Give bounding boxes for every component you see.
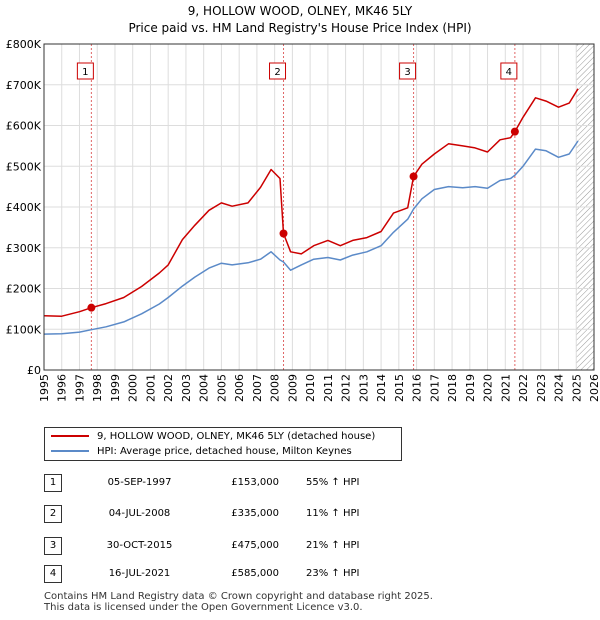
x-tick-label: 2010	[304, 374, 317, 402]
x-tick-label: 2003	[180, 374, 193, 402]
y-tick-label: £800K	[6, 38, 42, 51]
x-tick-label: 2008	[269, 374, 282, 402]
sale-marker-badge: 2	[44, 505, 62, 523]
x-tick-label: 2024	[553, 374, 566, 402]
x-tick-label: 2011	[322, 374, 335, 402]
sale-callout-box	[269, 62, 287, 80]
x-tick-label: 1999	[109, 374, 122, 402]
sale-date: 16-JUL-2021	[108, 568, 171, 579]
sale-marker-badge: 3	[44, 537, 62, 555]
sale-hpi-change: 55% ↑ HPI	[306, 477, 360, 488]
x-tick-label: 2022	[517, 374, 530, 402]
x-tick-label: 2009	[286, 374, 299, 402]
y-tick-label: £600K	[6, 120, 42, 133]
x-tick-label: 2016	[411, 374, 424, 402]
x-tick-label: 2021	[499, 374, 512, 402]
x-tick-label: 2026	[588, 374, 600, 402]
y-tick-label: £100K	[6, 323, 42, 336]
sale-callout-label: 2	[274, 67, 280, 78]
sale-date: 30-OCT-2015	[106, 540, 173, 551]
legend: 9, HOLLOW WOOD, OLNEY, MK46 5LY (detache…	[44, 427, 402, 461]
footer-licence: This data is licensed under the Open Gov…	[44, 602, 363, 613]
sale-hpi-change: 23% ↑ HPI	[306, 568, 360, 579]
x-tick-label: 2017	[428, 374, 441, 402]
sale-callout-box	[399, 62, 417, 80]
y-tick-label: £500K	[6, 160, 42, 173]
sale-price: £153,000	[231, 477, 279, 488]
sale-point	[510, 127, 519, 136]
sale-marker-badge: 1	[44, 474, 62, 492]
hpi-line	[43, 140, 579, 335]
price-chart: £0 £100K £200K £300K £400K £500K £600K £700K £80…	[6, 38, 600, 402]
x-tick-label: 2002	[162, 374, 175, 402]
sale-point	[279, 229, 288, 238]
sale-callout-box	[76, 62, 94, 80]
sale-callout-label: 4	[506, 67, 512, 78]
y-tick-label: £700K	[6, 79, 42, 92]
sale-price: £475,000	[231, 540, 279, 551]
sale-date: 05-SEP-1997	[107, 477, 172, 488]
sale-point	[409, 172, 418, 181]
x-tick-label: 2018	[446, 374, 459, 402]
legend-swatch-property	[51, 435, 89, 437]
x-tick-label: 1998	[91, 374, 104, 402]
footer-copyright: Contains HM Land Registry data © Crown c…	[44, 591, 433, 602]
y-tick-label: £300K	[6, 242, 42, 255]
x-tick-label: 2012	[340, 374, 353, 402]
chart-subtitle: Price paid vs. HM Land Registry's House …	[128, 21, 472, 35]
plot-border	[43, 43, 595, 371]
x-tick-label: 2020	[482, 374, 495, 402]
sale-date: 04-JUL-2008	[108, 508, 171, 519]
x-tick-label: 1997	[73, 374, 86, 402]
legend-swatch-hpi	[51, 450, 89, 452]
y-tick-label: £200K	[6, 283, 42, 296]
legend-item-hpi: HPI: Average price, detached house, Milt…	[51, 445, 352, 459]
y-tick-label: £0	[27, 364, 41, 377]
x-tick-label: 2015	[393, 374, 406, 402]
property-price-line	[43, 88, 579, 317]
x-tick-label: 2025	[570, 374, 583, 402]
x-tick-label: 2014	[375, 374, 388, 402]
sale-marker-badge: 4	[44, 565, 62, 583]
x-tick-label: 2000	[127, 374, 140, 402]
x-tick-label: 2004	[198, 374, 211, 402]
sale-price: £335,000	[231, 508, 279, 519]
sale-hpi-change: 21% ↑ HPI	[306, 540, 360, 551]
sale-callout-label: 3	[404, 67, 410, 78]
x-tick-label: 1995	[38, 374, 51, 402]
x-tick-label: 2019	[464, 374, 477, 402]
sale-price: £585,000	[231, 568, 279, 579]
sale-hpi-change: 11% ↑ HPI	[306, 508, 360, 519]
x-tick-label: 2007	[251, 374, 264, 402]
x-tick-label: 2001	[144, 374, 157, 402]
legend-label-property: 9, HOLLOW WOOD, OLNEY, MK46 5LY (detache…	[97, 431, 376, 442]
x-tick-label: 2005	[215, 374, 228, 402]
y-tick-label: £400K	[6, 201, 42, 214]
x-tick-label: 2013	[357, 374, 370, 402]
x-tick-label: 1996	[56, 374, 69, 402]
chart-title: 9, HOLLOW WOOD, OLNEY, MK46 5LY	[187, 4, 413, 18]
sale-callout-label: 1	[82, 67, 88, 78]
sale-point	[87, 303, 96, 312]
sale-callout-box	[500, 62, 518, 80]
x-tick-label: 2023	[535, 374, 548, 402]
legend-label-hpi: HPI: Average price, detached house, Milt…	[97, 446, 352, 457]
x-tick-label: 2006	[233, 374, 246, 402]
legend-item-property: 9, HOLLOW WOOD, OLNEY, MK46 5LY (detache…	[51, 430, 375, 444]
